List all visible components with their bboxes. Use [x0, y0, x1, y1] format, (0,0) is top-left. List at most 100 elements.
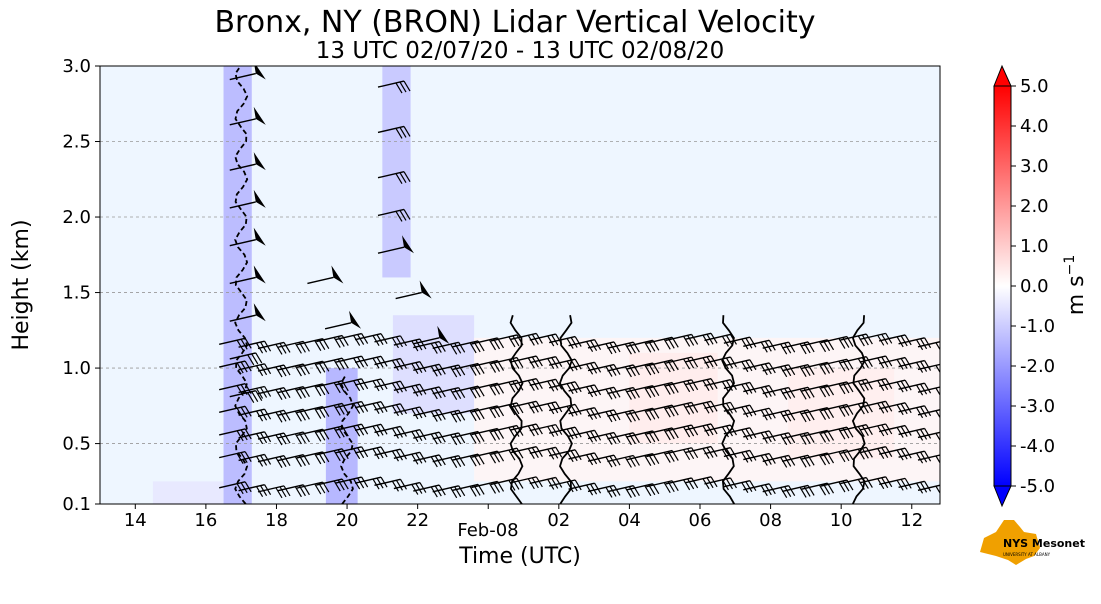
barb-tick [683, 426, 691, 438]
barb-tick [361, 423, 369, 435]
wind-barb [229, 66, 266, 81]
wind-barb [229, 227, 266, 247]
barb-tick [904, 402, 912, 414]
barb-shaft [219, 382, 246, 391]
barb-tick [861, 425, 869, 436]
wind-barb [840, 476, 873, 490]
barb-tick [745, 383, 753, 394]
colorbar-tick-label: -5.0 [1020, 476, 1055, 497]
barb-tick [865, 477, 873, 488]
barb-tick [240, 384, 248, 395]
barb-shaft [229, 201, 256, 209]
barb-shaft [393, 428, 421, 437]
barb-flag [253, 265, 266, 284]
barb-shaft [451, 483, 479, 492]
barb-shaft [704, 379, 731, 387]
barb-tick [415, 452, 423, 464]
wind-barb [335, 446, 369, 460]
wind-barb [229, 352, 263, 366]
barb-tick [594, 384, 602, 396]
colorbar-tick-label: 5.0 [1020, 76, 1049, 97]
barb-shaft [296, 481, 323, 489]
barb-tick [594, 362, 602, 373]
wind-barb [257, 364, 291, 378]
barb-tick [547, 358, 555, 369]
barb-tick [454, 433, 462, 445]
barb-tick [609, 433, 617, 444]
wind-barb [377, 125, 411, 139]
wind-barb [529, 333, 563, 347]
barb-tick [857, 358, 865, 370]
barb-tick [590, 453, 598, 465]
barb-tick [838, 451, 846, 463]
wind-barb [377, 235, 414, 254]
chart-subtitle: 13 UTC 02/07/20 - 13 UTC 02/08/20 [316, 38, 725, 64]
barb-tick [920, 482, 928, 493]
barb-flag [419, 280, 432, 299]
wind-barb [879, 356, 912, 370]
barb-tick [857, 449, 865, 460]
wind-barb [587, 431, 621, 445]
barb-tick [395, 128, 403, 139]
barb-shaft [335, 378, 362, 386]
barb-tick [741, 384, 749, 395]
barb-tick [547, 426, 555, 437]
barb-shaft [801, 482, 828, 490]
barb-tick [663, 384, 671, 395]
barb-shaft [859, 445, 886, 454]
barb-tick [469, 455, 477, 467]
barb-tick [721, 336, 729, 347]
barb-tick [391, 337, 399, 349]
barb-tick [683, 358, 691, 370]
wind-barb [354, 378, 388, 392]
wind-barb [229, 106, 266, 126]
barb-shaft [743, 430, 770, 438]
barb-shaft [762, 432, 789, 440]
barb-tick [244, 451, 252, 462]
barb-shaft [490, 334, 518, 342]
wind-barb [568, 429, 602, 443]
barb-tick [691, 424, 699, 436]
ny-state-shape [980, 520, 1040, 565]
barb-tick [236, 362, 244, 374]
barb-tick [333, 450, 341, 462]
barb-tick [691, 356, 699, 368]
barb-shaft [898, 382, 925, 390]
barb-shaft [549, 403, 576, 412]
wind-barb [704, 477, 737, 491]
barb-tick [555, 333, 563, 345]
barb-shaft [879, 379, 906, 387]
barb-tick [609, 387, 617, 399]
barb-tick [555, 401, 563, 413]
barb-tick [609, 455, 617, 467]
barb-shaft [587, 409, 615, 417]
barb-tick [741, 452, 749, 463]
barb-tick [935, 455, 940, 464]
barb-tick [454, 456, 462, 467]
barb-tick [380, 424, 388, 435]
barb-tick [411, 408, 419, 420]
barb-tick [415, 407, 423, 419]
wind-barb [549, 335, 582, 349]
barb-tick [247, 354, 255, 366]
wind-barb [723, 381, 757, 395]
barb-tick [916, 384, 924, 396]
barb-tick [594, 429, 602, 441]
barb-tick [944, 431, 950, 441]
barb-tick [411, 340, 419, 352]
barb-tick [411, 363, 419, 374]
barb-tick [780, 343, 788, 355]
barb-shaft [490, 402, 518, 410]
barb-tick [920, 429, 928, 440]
barb-flag [331, 265, 344, 284]
barb-tick [283, 485, 291, 497]
barb-tick [570, 359, 578, 371]
wind-barb [219, 382, 252, 396]
barb-shaft [413, 484, 440, 492]
barb-tick [244, 481, 252, 493]
barb-tick [920, 338, 928, 350]
barb-tick [516, 334, 524, 346]
barb-shaft [374, 403, 401, 411]
barb-tick [294, 433, 302, 445]
barb-tick [551, 357, 559, 368]
